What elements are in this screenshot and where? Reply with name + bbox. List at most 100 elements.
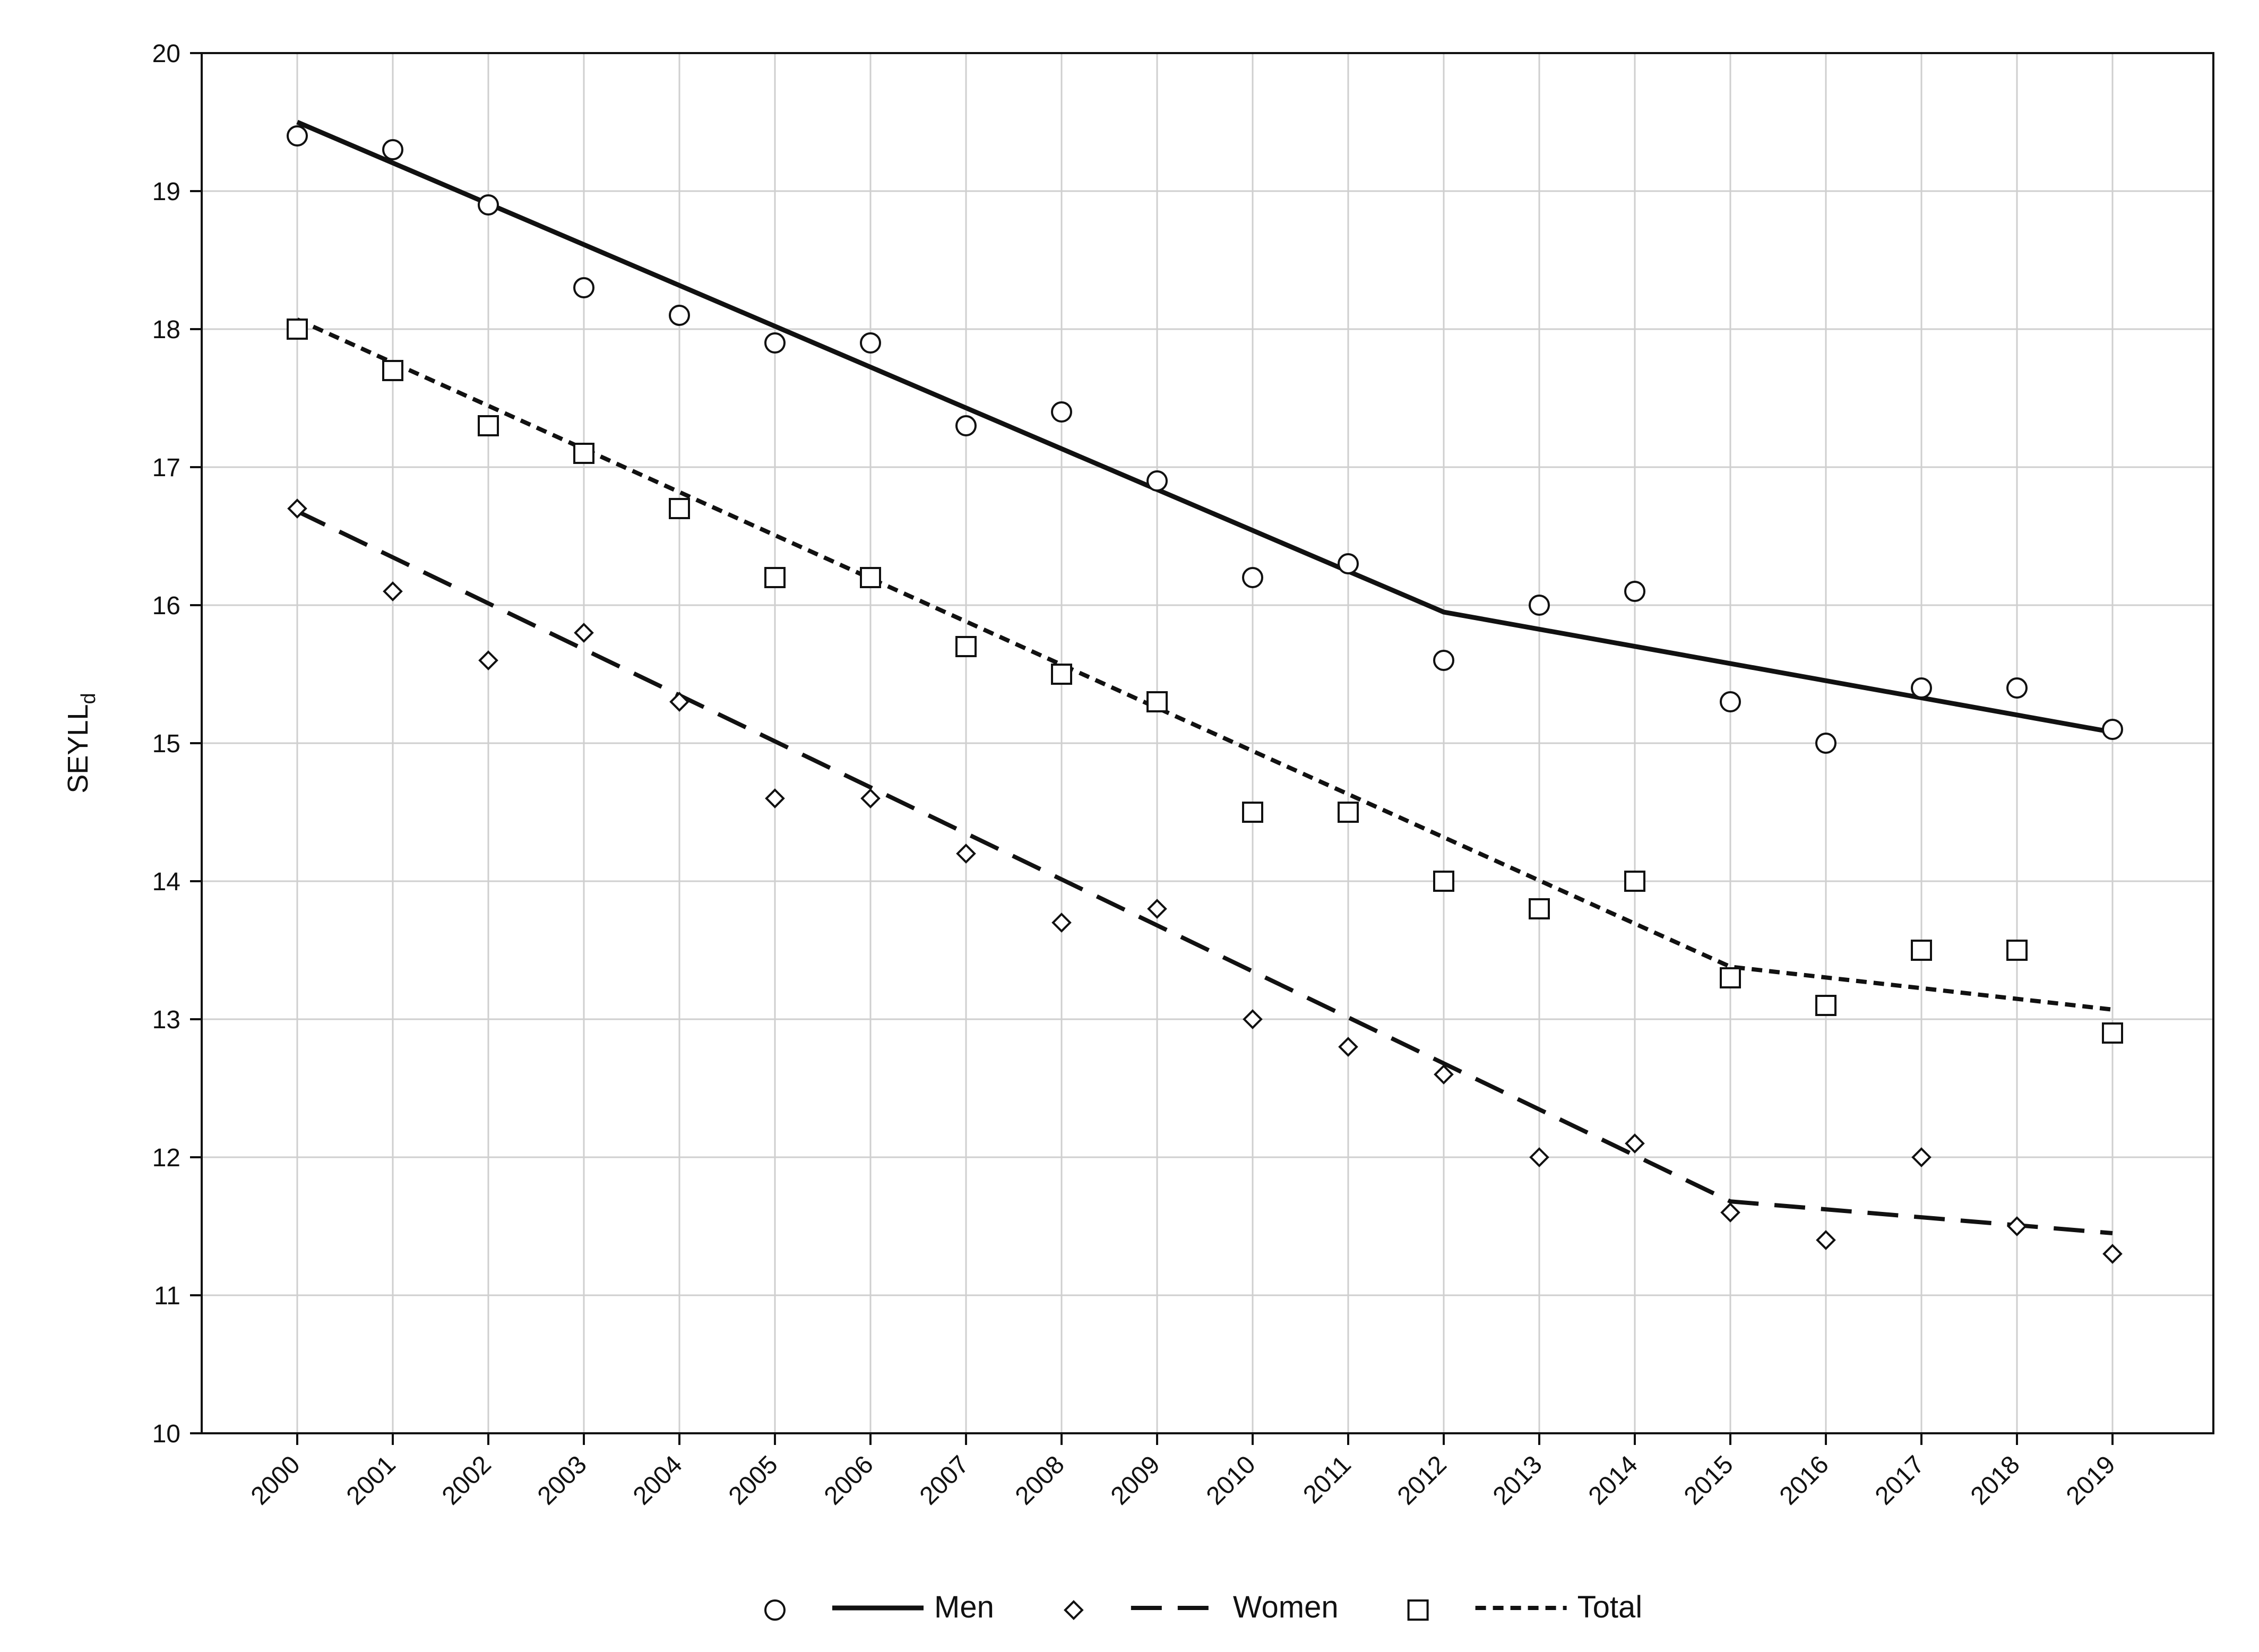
total-point (1911, 940, 1932, 961)
x-tick-label: 2000 (246, 1450, 306, 1510)
x-tick-label: 2011 (1298, 1450, 1356, 1509)
x-tick-label: 2002 (437, 1450, 497, 1510)
total-point (860, 567, 881, 588)
men-point (1720, 691, 1741, 712)
women-point (1147, 899, 1167, 919)
y-tick-label: 13 (152, 1006, 180, 1034)
women-point (1816, 1230, 1836, 1250)
x-tick-label: 2001 (341, 1450, 401, 1510)
total-point (478, 415, 499, 436)
grid (202, 53, 2213, 1433)
y-tick-label: 20 (152, 40, 180, 68)
legend-men-label: Men (934, 1590, 994, 1624)
x-tick-label: 2006 (819, 1450, 879, 1510)
women-point (1529, 1147, 1549, 1167)
x-tick-label: 2019 (2061, 1450, 2121, 1510)
total-point (1815, 995, 1836, 1016)
legend-total-label: Total (1577, 1590, 1643, 1624)
x-tick-label: 2010 (1201, 1450, 1261, 1510)
women-point (1243, 1009, 1263, 1029)
y-axis-title-main: SEYLL (62, 704, 94, 794)
men-point (1051, 401, 1072, 423)
legend-total-marker (1407, 1599, 1429, 1621)
y-tick-label: 12 (152, 1144, 180, 1172)
men-point (1911, 677, 1932, 699)
men-point (478, 194, 499, 216)
women-point (956, 844, 976, 864)
y-axis-title-subscript: d (77, 693, 100, 704)
total-point (287, 319, 308, 340)
y-axis-title: SEYLLd (62, 693, 100, 793)
x-tick-label: 2015 (1679, 1450, 1739, 1510)
women-point (669, 692, 689, 712)
total-point (1146, 691, 1168, 712)
women-point (2007, 1216, 2027, 1236)
y-tick-label: 14 (152, 868, 180, 896)
y-tick-label: 15 (152, 730, 180, 758)
x-tick-label: 2007 (915, 1450, 975, 1510)
y-tick-label: 11 (154, 1282, 180, 1310)
total-point (382, 360, 403, 381)
total-point (1720, 967, 1741, 988)
x-axis: 2000 2001 2002 2003 2004 2005 2006 2007 2008 2009… (246, 1433, 2121, 1510)
x-tick-label: 2018 (1965, 1450, 2025, 1510)
men-point (2102, 719, 2123, 740)
x-tick-label: 2008 (1010, 1450, 1070, 1510)
women-trend-line (296, 509, 2113, 1235)
data-points (287, 125, 2123, 1264)
x-tick-label: 2016 (1774, 1450, 1834, 1510)
trend-lines (296, 119, 2113, 1235)
y-tick-label: 17 (152, 454, 180, 482)
total-point (573, 443, 594, 464)
legend-women-label: Women (1233, 1590, 1339, 1624)
women-point (478, 650, 498, 670)
men-point (1242, 567, 1263, 588)
men-point (382, 139, 403, 160)
total-point (669, 498, 690, 519)
women-point (1720, 1202, 1740, 1223)
total-point (1529, 898, 1550, 919)
x-tick-label: 2003 (532, 1450, 592, 1510)
men-point (573, 277, 594, 298)
total-point (1338, 802, 1359, 823)
women-point (1338, 1037, 1358, 1057)
men-point (1338, 553, 1359, 574)
women-point (765, 788, 785, 808)
women-point (860, 788, 881, 808)
legend-women-marker (1063, 1600, 1084, 1620)
total-point (2102, 1022, 2123, 1044)
men-point (955, 415, 977, 436)
men-trend-line (296, 119, 2113, 735)
legend-men-marker (764, 1599, 786, 1621)
y-tick-label: 10 (152, 1420, 180, 1448)
x-tick-label: 2009 (1106, 1450, 1166, 1510)
plot-frame (201, 52, 2214, 1434)
women-point (2102, 1244, 2123, 1264)
women-point (574, 623, 594, 643)
women-point (1434, 1064, 1454, 1085)
men-point (1529, 595, 1550, 616)
x-tick-label: 2017 (1870, 1450, 1930, 1510)
total-point (955, 636, 977, 657)
x-tick-label: 2005 (723, 1450, 783, 1510)
total-point (764, 567, 786, 588)
men-point (764, 332, 786, 354)
women-point (383, 581, 403, 601)
y-tick-label: 18 (152, 316, 180, 344)
y-tick-label: 19 (152, 178, 180, 206)
women-point (1051, 913, 1072, 933)
y-axis: 10 11 12 13 14 15 16 17 18 19 20 (152, 40, 202, 1448)
total-point (1051, 664, 1072, 685)
x-tick-label: 2012 (1392, 1450, 1452, 1510)
total-point (1433, 871, 1454, 892)
legend: Men Women Total (764, 1590, 1643, 1624)
men-point (860, 332, 881, 354)
men-point (2006, 677, 2028, 699)
men-point (1146, 470, 1168, 492)
total-trend-line (296, 317, 2113, 1012)
men-point (669, 305, 690, 326)
women-point (287, 498, 307, 519)
women-point (1625, 1133, 1645, 1154)
men-point (1624, 581, 1645, 602)
